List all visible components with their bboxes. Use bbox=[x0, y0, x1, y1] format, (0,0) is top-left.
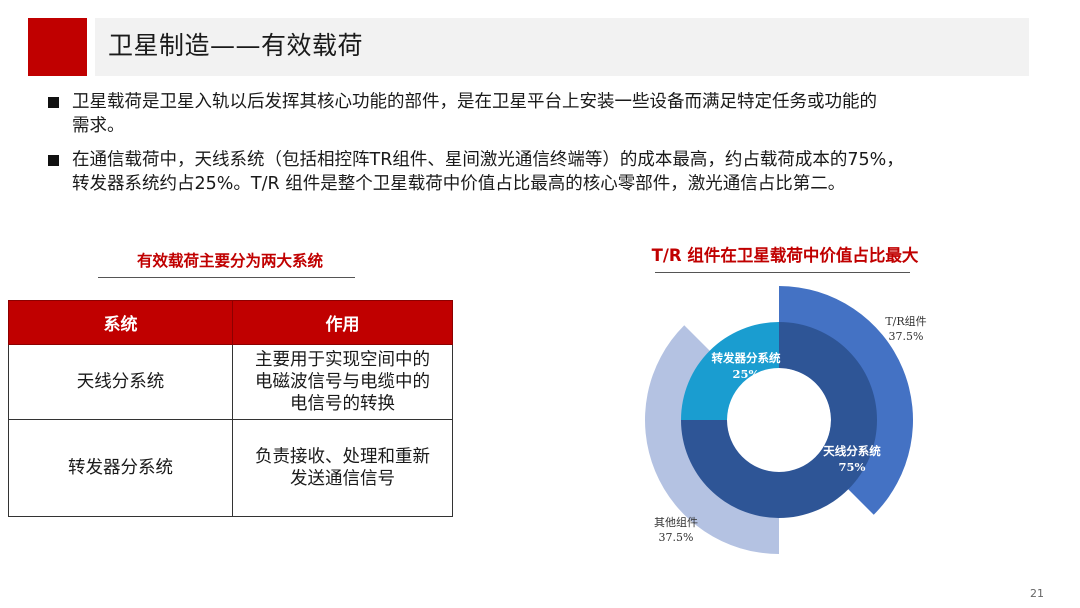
table-cell-system: 转发器分系统 bbox=[8, 419, 233, 517]
table-cell-role: 负责接收、处理和重新 发送通信信号 bbox=[232, 419, 453, 517]
role-line: 负责接收、处理和重新 bbox=[255, 447, 430, 467]
table-title-underline bbox=[98, 277, 355, 278]
page-number: 21 bbox=[1030, 587, 1044, 600]
bullet-square-icon bbox=[48, 155, 59, 166]
table-section-title: 有效载荷主要分为两大系统 bbox=[136, 252, 323, 270]
label-tr-name: T/R组件 bbox=[885, 314, 926, 328]
chart-section-title: T/R 组件在卫星载荷中价值占比最大 bbox=[651, 246, 919, 265]
bullet-line: 卫星载荷是卫星入轨以后发挥其核心功能的部件，是在卫星平台上安装一些设备而满足特定… bbox=[72, 92, 877, 112]
label-other-name: 其他组件 bbox=[654, 515, 698, 529]
inner-slice-transponder bbox=[681, 322, 779, 420]
outer-slice-tr bbox=[779, 286, 914, 515]
role-line: 电磁波信号与电缆中的 bbox=[255, 372, 430, 392]
role-line: 主要用于实现空间中的 bbox=[255, 350, 430, 370]
bullet-line: 在通信载荷中，天线系统（包括相控阵TR组件、星间激光通信终端等）的成本最高，约占… bbox=[72, 150, 904, 170]
role-line: 电信号的转换 bbox=[290, 394, 395, 414]
role-line: 发送通信信号 bbox=[290, 469, 395, 489]
chart-title-underline bbox=[655, 272, 910, 273]
label-transponder-value: 25% bbox=[733, 367, 760, 381]
label-antenna-value: 75% bbox=[839, 460, 866, 474]
outer-slice-other bbox=[645, 325, 779, 554]
bullet-list: 卫星载荷是卫星入轨以后发挥其核心功能的部件，是在卫星平台上安装一些设备而满足特定… bbox=[46, 90, 1026, 206]
label-transponder-name: 转发器分系统 bbox=[712, 351, 781, 365]
table-header-system: 系统 bbox=[8, 300, 233, 345]
label-other-value: 37.5% bbox=[659, 531, 694, 544]
table-row: 天线分系统 主要用于实现空间中的 电磁波信号与电缆中的 电信号的转换 bbox=[8, 344, 453, 420]
inner-slice-antenna bbox=[681, 322, 877, 518]
label-tr-value: 37.5% bbox=[889, 330, 924, 343]
bullet-item: 卫星载荷是卫星入轨以后发挥其核心功能的部件，是在卫星平台上安装一些设备而满足特定… bbox=[46, 90, 1026, 138]
bullet-line: 转发器系统约占25%。T/R 组件是整个卫星载荷中价值占比最高的核心零部件，激光… bbox=[72, 174, 846, 194]
systems-table: 系统 作用 天线分系统 主要用于实现空间中的 电磁波信号与电缆中的 电信号的转换… bbox=[8, 300, 453, 517]
bullet-square-icon bbox=[48, 97, 59, 108]
title-accent-block bbox=[28, 18, 87, 76]
table-header-role: 作用 bbox=[232, 300, 453, 345]
title-bar bbox=[95, 18, 1029, 76]
table-cell-system: 天线分系统 bbox=[8, 344, 233, 420]
table-row: 转发器分系统 负责接收、处理和重新 发送通信信号 bbox=[8, 419, 453, 517]
table-cell-role: 主要用于实现空间中的 电磁波信号与电缆中的 电信号的转换 bbox=[232, 344, 453, 420]
bullet-item: 在通信载荷中，天线系统（包括相控阵TR组件、星间激光通信终端等）的成本最高，约占… bbox=[46, 148, 1026, 196]
label-antenna-name: 天线分系统 bbox=[823, 444, 881, 458]
bullet-line: 需求。 bbox=[72, 116, 125, 136]
page-title: 卫星制造——有效载荷 bbox=[108, 31, 364, 60]
